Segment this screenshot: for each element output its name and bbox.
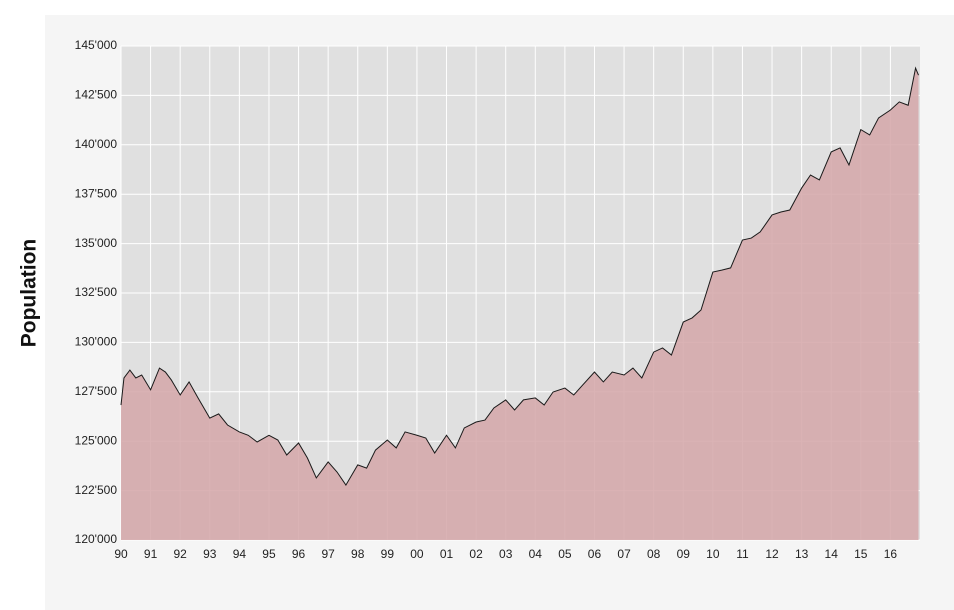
y-axis-label: Population	[18, 239, 41, 348]
y-tick-label: 140'000	[75, 137, 118, 151]
x-tick-label: 14	[825, 547, 839, 561]
x-tick-label: 11	[736, 547, 749, 561]
y-tick-label: 122'500	[75, 483, 118, 497]
x-tick-label: 92	[174, 547, 188, 561]
x-tick-label: 10	[706, 547, 720, 561]
y-tick-label: 132'500	[75, 285, 118, 299]
x-tick-label: 05	[558, 547, 572, 561]
y-tick-label: 137'500	[75, 186, 118, 200]
line	[120, 66, 919, 487]
x-tick-label: 16	[884, 547, 898, 561]
x-tick-label: 98	[351, 547, 365, 561]
x-tick-label: 12	[765, 547, 779, 561]
x-tick-label: 01	[440, 547, 454, 561]
x-tick-label: 07	[617, 547, 631, 561]
y-tick-label: 120'000	[75, 532, 118, 546]
x-tick-label: 09	[677, 547, 691, 561]
y-tick-label: 125'000	[75, 433, 118, 447]
x-tick-label: 03	[499, 547, 513, 561]
x-tick-label: 99	[381, 547, 395, 561]
area	[121, 68, 919, 540]
x-tick-label: 08	[647, 547, 661, 561]
x-tick-label: 13	[795, 547, 809, 561]
x-tick-label: 02	[469, 547, 483, 561]
x-tick-label: 91	[144, 547, 158, 561]
y-tick-label: 145'000	[75, 38, 118, 52]
x-tick-label: 93	[203, 547, 217, 561]
y-tick-label: 127'500	[75, 384, 118, 398]
x-tick-label: 04	[529, 547, 543, 561]
x-tick-label: 95	[262, 547, 276, 561]
y-tick-label: 135'000	[75, 236, 118, 250]
x-tick-label: 96	[292, 547, 306, 561]
x-tick-label: 97	[321, 547, 335, 561]
y-tick-label: 142'500	[75, 88, 118, 102]
x-tick-label: 90	[114, 547, 128, 561]
x-tick-label: 00	[410, 547, 424, 561]
y-tick-label: 130'000	[75, 335, 118, 349]
x-tick-label: 94	[233, 547, 247, 561]
x-tick-label: 06	[588, 547, 602, 561]
x-tick-label: 15	[854, 547, 868, 561]
